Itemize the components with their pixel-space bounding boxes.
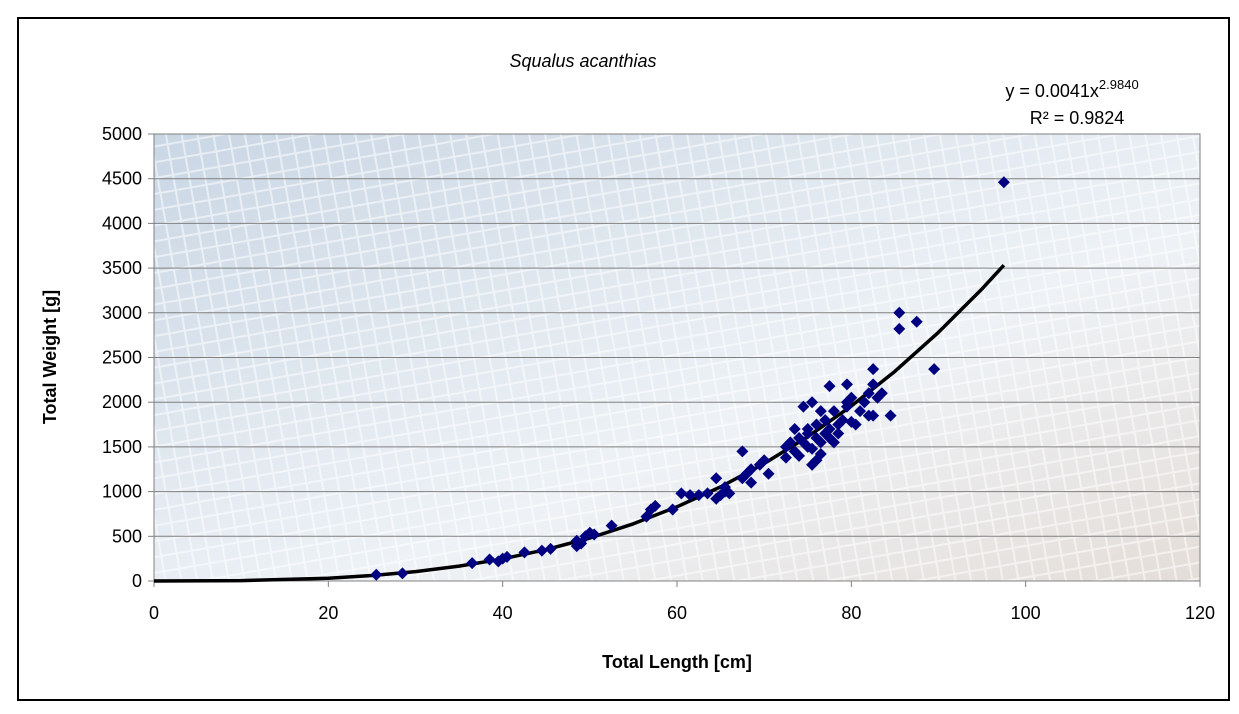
y-tick-label: 2000 <box>102 392 142 412</box>
data-point <box>836 414 849 427</box>
y-tick-label: 3000 <box>102 303 142 323</box>
y-tick-label: 0 <box>132 571 142 591</box>
data-point <box>701 487 714 500</box>
data-point <box>806 396 819 409</box>
data-point <box>849 418 862 431</box>
data-point <box>823 380 836 393</box>
data-point <box>745 476 758 489</box>
plot-border <box>153 133 1201 582</box>
y-tick-label: 3500 <box>102 258 142 278</box>
data-point <box>518 546 531 559</box>
x-tick-label: 80 <box>841 603 861 623</box>
data-point <box>788 423 801 436</box>
y-tick-label: 1000 <box>102 482 142 502</box>
y-tick-label: 1500 <box>102 437 142 457</box>
chart-title: Squalus acanthias <box>509 51 656 71</box>
data-point <box>814 436 827 449</box>
y-tick-label: 2500 <box>102 348 142 368</box>
data-point <box>396 567 409 580</box>
data-point <box>827 405 840 418</box>
y-tick-label: 4000 <box>102 213 142 233</box>
data-point <box>893 306 906 319</box>
data-point <box>814 448 827 461</box>
r-squared: R² = 0.9824 <box>1030 108 1125 128</box>
equation-base: y = 0.0041x <box>1005 81 1099 101</box>
data-point <box>997 176 1010 189</box>
data-point <box>675 487 688 500</box>
data-point <box>466 557 479 570</box>
data-point <box>544 542 557 555</box>
data-point <box>801 423 814 436</box>
data-point <box>810 418 823 431</box>
x-tick-label: 120 <box>1185 603 1215 623</box>
x-tick-label: 40 <box>493 603 513 623</box>
data-point <box>884 409 897 422</box>
data-point <box>793 449 806 462</box>
data-point <box>501 550 514 563</box>
x-tick-label: 100 <box>1011 603 1041 623</box>
data-point <box>666 503 679 516</box>
data-point <box>910 315 923 328</box>
data-point <box>819 414 832 427</box>
data-point <box>832 427 845 440</box>
data-point <box>867 363 880 376</box>
data-point <box>692 489 705 502</box>
data-point <box>862 387 875 400</box>
data-point <box>588 528 601 541</box>
x-tick-label: 60 <box>667 603 687 623</box>
y-tick-label: 5000 <box>102 124 142 144</box>
x-tick-label: 0 <box>149 603 159 623</box>
data-point <box>535 544 548 557</box>
data-point <box>867 378 880 391</box>
data-point <box>649 499 662 512</box>
data-point <box>928 363 941 376</box>
data-point <box>858 396 871 409</box>
y-tick-label: 4500 <box>102 169 142 189</box>
trendline-equation: y = 0.0041x2.9840 <box>1005 77 1138 101</box>
data-point <box>762 467 775 480</box>
data-point <box>867 409 880 422</box>
equation-exponent: 2.9840 <box>1099 77 1139 92</box>
data-point <box>806 442 819 455</box>
data-point <box>605 519 618 532</box>
y-tick-label: 500 <box>112 526 142 546</box>
x-axis-title: Total Length [cm] <box>602 652 752 672</box>
data-point <box>893 322 906 335</box>
data-point <box>483 553 496 566</box>
data-point <box>779 451 792 464</box>
data-point <box>797 400 810 413</box>
x-tick-label: 20 <box>318 603 338 623</box>
data-point <box>875 387 888 400</box>
y-axis-title: Total Weight [g] <box>40 290 60 424</box>
data-point <box>784 436 797 449</box>
data-point <box>745 463 758 476</box>
data-point <box>684 489 697 502</box>
data-point <box>845 391 858 404</box>
data-point <box>854 405 867 418</box>
data-point <box>758 454 771 467</box>
data-point <box>840 378 853 391</box>
data-point <box>827 436 840 449</box>
data-point <box>723 487 736 500</box>
data-point <box>823 423 836 436</box>
data-point <box>710 472 723 485</box>
data-point <box>736 445 749 458</box>
data-point <box>814 405 827 418</box>
data-point <box>370 568 383 581</box>
data-point <box>840 400 853 413</box>
